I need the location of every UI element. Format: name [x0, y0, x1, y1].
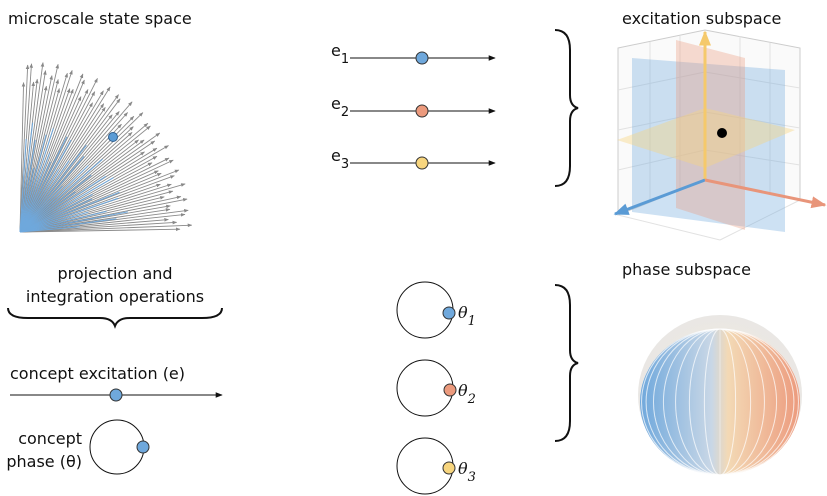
vector: [19, 126, 134, 233]
title: excitation subspace: [622, 9, 781, 28]
legend-circle: [89, 419, 145, 475]
vector: [19, 193, 93, 233]
operations-label: projection and: [57, 264, 172, 283]
stripe: [641, 328, 799, 476]
vector: [19, 88, 71, 233]
stripe: [675, 328, 765, 476]
vector: [19, 90, 104, 233]
state-dot: [108, 132, 118, 142]
legend-dot: [136, 440, 150, 454]
excitation-cube: [613, 29, 827, 241]
stripe: [652, 328, 788, 476]
stripe: [688, 328, 752, 476]
vector: [19, 211, 128, 233]
phase-label: θ3: [458, 459, 476, 485]
vector: [19, 103, 105, 233]
vector: [19, 139, 72, 233]
excitation-label: e3: [331, 146, 349, 172]
vector: [19, 138, 27, 233]
vector: [19, 82, 26, 233]
vector: [19, 168, 60, 233]
stripe: [688, 328, 752, 476]
vector: [19, 136, 68, 233]
vector: [19, 220, 178, 233]
vector: [19, 190, 174, 233]
stripe: [675, 328, 765, 476]
vector: [19, 165, 89, 233]
vector: [19, 160, 70, 233]
vector: [19, 175, 175, 233]
vector: [19, 227, 181, 233]
phase-label: θ2: [458, 381, 476, 407]
vector: [19, 152, 51, 233]
brace: [554, 284, 579, 442]
vector: [19, 94, 119, 233]
vector: [19, 161, 51, 233]
vector: [19, 175, 107, 233]
stripe: [645, 328, 795, 476]
vector: [19, 211, 89, 233]
vector: [19, 139, 36, 233]
vector: [19, 128, 54, 233]
phase-label: θ1: [458, 303, 476, 329]
phase-sphere: [638, 315, 802, 476]
vector: [19, 198, 93, 233]
vector: [19, 210, 107, 233]
vector: [19, 134, 47, 233]
legend-phase: phase (θ): [6, 452, 82, 471]
stripe: [703, 328, 737, 476]
vector: [19, 185, 64, 233]
vector: [19, 155, 158, 233]
vector: [19, 147, 158, 233]
title: phase subspace: [622, 260, 751, 279]
stripe: [652, 328, 788, 476]
vector: [19, 174, 92, 233]
vector: [19, 223, 193, 233]
vector: [19, 72, 68, 233]
stripe: [662, 328, 778, 476]
vector: [19, 144, 87, 233]
vector: [19, 177, 114, 233]
excitation-label: e2: [331, 94, 349, 120]
stripe: [703, 328, 737, 476]
excitation-label: e1: [331, 41, 349, 67]
state-vectors: [19, 62, 193, 233]
vector: [19, 213, 186, 233]
legend-excitation: concept excitation (e): [10, 364, 185, 383]
operations-label: integration operations: [26, 287, 204, 306]
vector: [19, 158, 103, 233]
stripe: [662, 328, 778, 476]
vector: [19, 191, 76, 233]
stripe: [641, 328, 799, 476]
title: microscale state space: [8, 9, 192, 28]
stripe: [645, 328, 795, 476]
vector: [19, 167, 35, 233]
vector: [19, 122, 149, 233]
vector: [19, 62, 45, 233]
vector: [19, 81, 36, 233]
vector: [19, 191, 120, 233]
vector: [19, 64, 30, 233]
vector: [19, 218, 117, 233]
vector: [19, 122, 34, 233]
vector: [19, 183, 172, 233]
brace: [554, 29, 579, 187]
vector: [19, 197, 119, 233]
brace: [7, 307, 223, 329]
phase-circles: [396, 281, 457, 495]
vector: [19, 73, 84, 233]
excitation-lines: [350, 51, 496, 170]
legend-phase: concept: [18, 429, 82, 448]
vector: [19, 155, 85, 233]
legend-dot: [109, 388, 123, 402]
